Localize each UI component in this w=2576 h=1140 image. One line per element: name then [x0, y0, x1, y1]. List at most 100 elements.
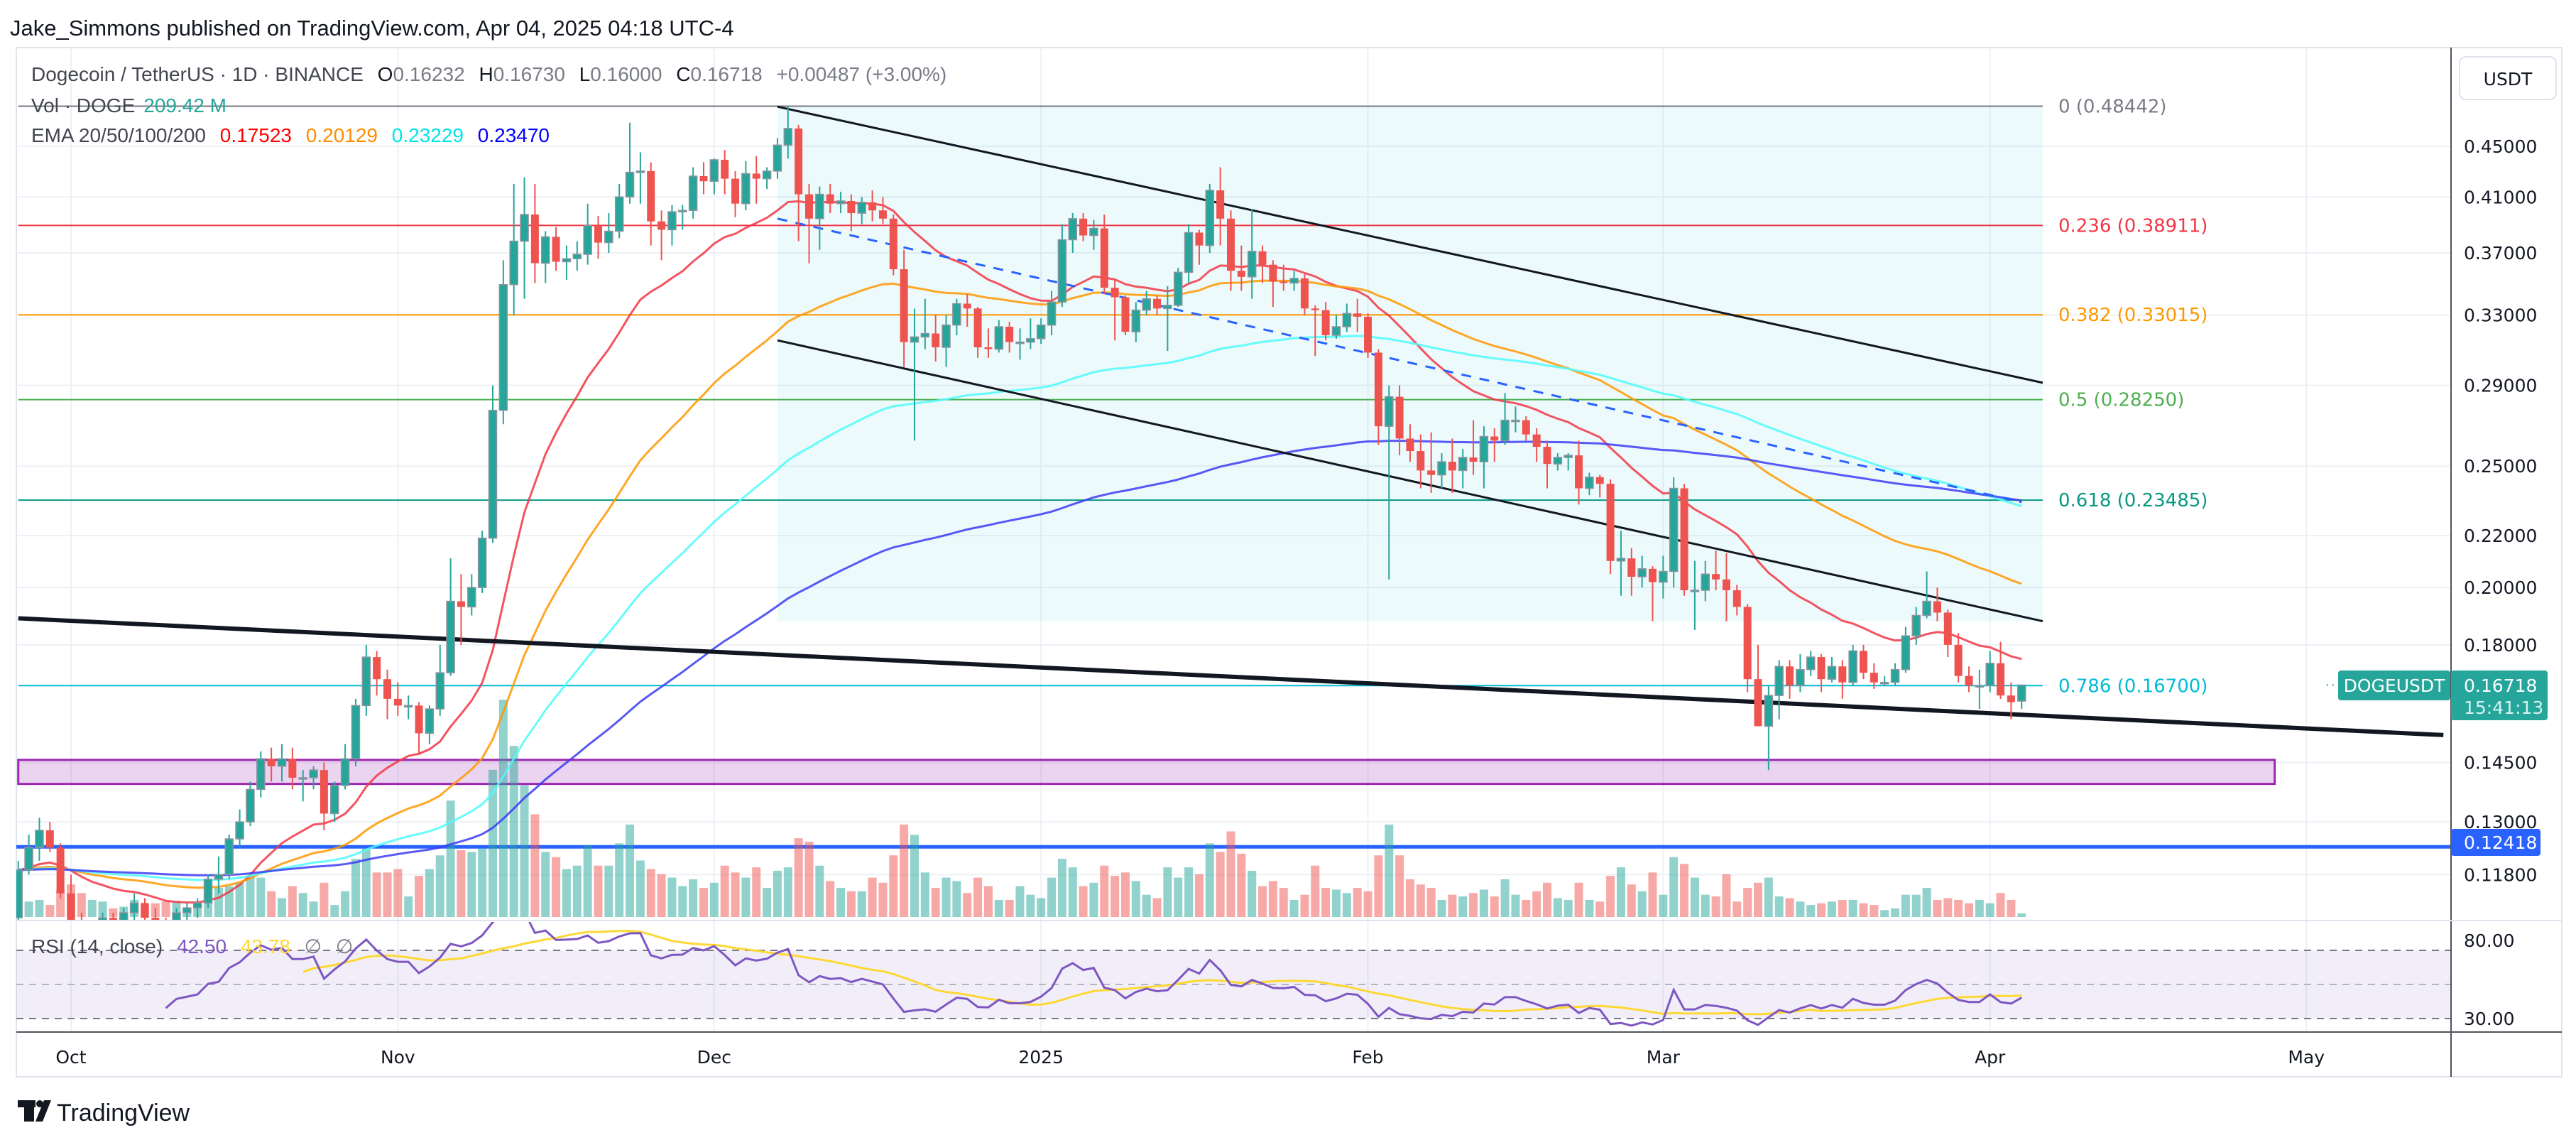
- candle[interactable]: [1575, 440, 1583, 505]
- main-trendline[interactable]: [18, 616, 2444, 737]
- candle[interactable]: [1975, 669, 1985, 710]
- candle[interactable]: [403, 695, 413, 720]
- candle[interactable]: [1965, 666, 1973, 693]
- candle[interactable]: [298, 770, 307, 802]
- candle[interactable]: [1743, 604, 1752, 693]
- candle[interactable]: [1311, 305, 1319, 357]
- support-zone-box[interactable]: [17, 759, 2276, 786]
- candle[interactable]: [119, 908, 129, 928]
- candle[interactable]: [192, 898, 202, 918]
- candle[interactable]: [667, 205, 677, 246]
- rsi-pane[interactable]: [16, 911, 2451, 1027]
- candle[interactable]: [1227, 210, 1235, 291]
- candle[interactable]: [572, 241, 582, 271]
- candle[interactable]: [1669, 477, 1679, 588]
- candle[interactable]: [562, 245, 572, 281]
- candle[interactable]: [709, 158, 719, 195]
- candle[interactable]: [488, 385, 498, 543]
- candle[interactable]: [773, 138, 782, 179]
- candle[interactable]: [1469, 420, 1478, 475]
- candle[interactable]: [361, 644, 371, 716]
- candle[interactable]: [857, 197, 866, 224]
- candle[interactable]: [1015, 328, 1025, 360]
- candle[interactable]: [1543, 440, 1551, 489]
- candle[interactable]: [435, 644, 444, 716]
- candle[interactable]: [224, 835, 234, 879]
- candle[interactable]: [35, 818, 44, 862]
- candle[interactable]: [963, 293, 971, 327]
- candle[interactable]: [1732, 585, 1741, 616]
- candle[interactable]: [1997, 641, 2005, 699]
- candle[interactable]: [288, 747, 297, 790]
- candle[interactable]: [1036, 318, 1046, 344]
- candle[interactable]: [541, 231, 550, 283]
- candle[interactable]: [1448, 438, 1456, 493]
- candle[interactable]: [1195, 229, 1204, 265]
- candle[interactable]: [1890, 663, 1900, 686]
- candle[interactable]: [1279, 264, 1288, 291]
- candle[interactable]: [67, 874, 75, 938]
- candle[interactable]: [889, 214, 897, 276]
- candle[interactable]: [267, 747, 275, 782]
- candle[interactable]: [1943, 609, 1952, 658]
- candle[interactable]: [1606, 479, 1615, 575]
- candle[interactable]: [1121, 295, 1130, 335]
- candle[interactable]: [1079, 213, 1088, 241]
- candle[interactable]: [1764, 685, 1774, 771]
- candle[interactable]: [910, 308, 919, 441]
- candle[interactable]: [1458, 449, 1468, 489]
- candle[interactable]: [552, 227, 560, 271]
- candle[interactable]: [509, 183, 518, 315]
- candle[interactable]: [1796, 653, 1805, 693]
- rsi-legend[interactable]: RSI (14, close) 42.50 43.78 ∅ ∅: [31, 935, 353, 957]
- candle[interactable]: [920, 298, 930, 349]
- candle[interactable]: [520, 177, 529, 299]
- candle[interactable]: [1627, 548, 1636, 596]
- candle[interactable]: [1237, 245, 1245, 291]
- candle[interactable]: [98, 913, 107, 938]
- candle[interactable]: [77, 913, 85, 948]
- candle[interactable]: [1879, 675, 1889, 686]
- candle[interactable]: [1701, 560, 1710, 602]
- candle[interactable]: [1522, 416, 1530, 441]
- candle[interactable]: [1258, 245, 1267, 283]
- candle[interactable]: [1289, 271, 1299, 291]
- candle[interactable]: [900, 249, 908, 367]
- candle[interactable]: [235, 809, 244, 848]
- candle[interactable]: [1427, 432, 1436, 493]
- candle[interactable]: [477, 531, 487, 593]
- candle[interactable]: [1047, 291, 1057, 335]
- volume-legend[interactable]: Vol · DOGE 209.42 M: [31, 94, 227, 116]
- candle[interactable]: [1806, 651, 1816, 676]
- candle[interactable]: [109, 913, 117, 928]
- candle[interactable]: [1184, 224, 1194, 283]
- candle[interactable]: [129, 893, 139, 923]
- candle[interactable]: [678, 205, 687, 230]
- candle[interactable]: [1712, 550, 1720, 591]
- candle[interactable]: [1100, 214, 1108, 294]
- candle[interactable]: [1406, 424, 1414, 462]
- candle[interactable]: [1680, 484, 1688, 596]
- symbol-title[interactable]: Dogecoin / TetherUS · 1D · BINANCE: [31, 63, 364, 85]
- candle[interactable]: [1110, 278, 1119, 341]
- candle[interactable]: [1595, 474, 1604, 498]
- candle[interactable]: [1585, 472, 1594, 496]
- candle[interactable]: [1089, 219, 1098, 250]
- candle[interactable]: [583, 203, 592, 265]
- candle[interactable]: [1417, 434, 1425, 489]
- channel-lower-line[interactable]: [777, 339, 2043, 623]
- candle[interactable]: [2017, 684, 2026, 710]
- candle[interactable]: [141, 898, 149, 923]
- candle[interactable]: [1553, 453, 1563, 471]
- candle[interactable]: [1500, 393, 1510, 445]
- candle[interactable]: [741, 161, 751, 211]
- candle[interactable]: [1321, 302, 1330, 341]
- candle[interactable]: [415, 702, 423, 756]
- candle[interactable]: [1848, 644, 1857, 686]
- candle[interactable]: [172, 908, 181, 938]
- candle[interactable]: [1026, 318, 1035, 349]
- candle[interactable]: [647, 162, 655, 246]
- candle[interactable]: [1690, 560, 1700, 630]
- candle[interactable]: [1374, 349, 1382, 445]
